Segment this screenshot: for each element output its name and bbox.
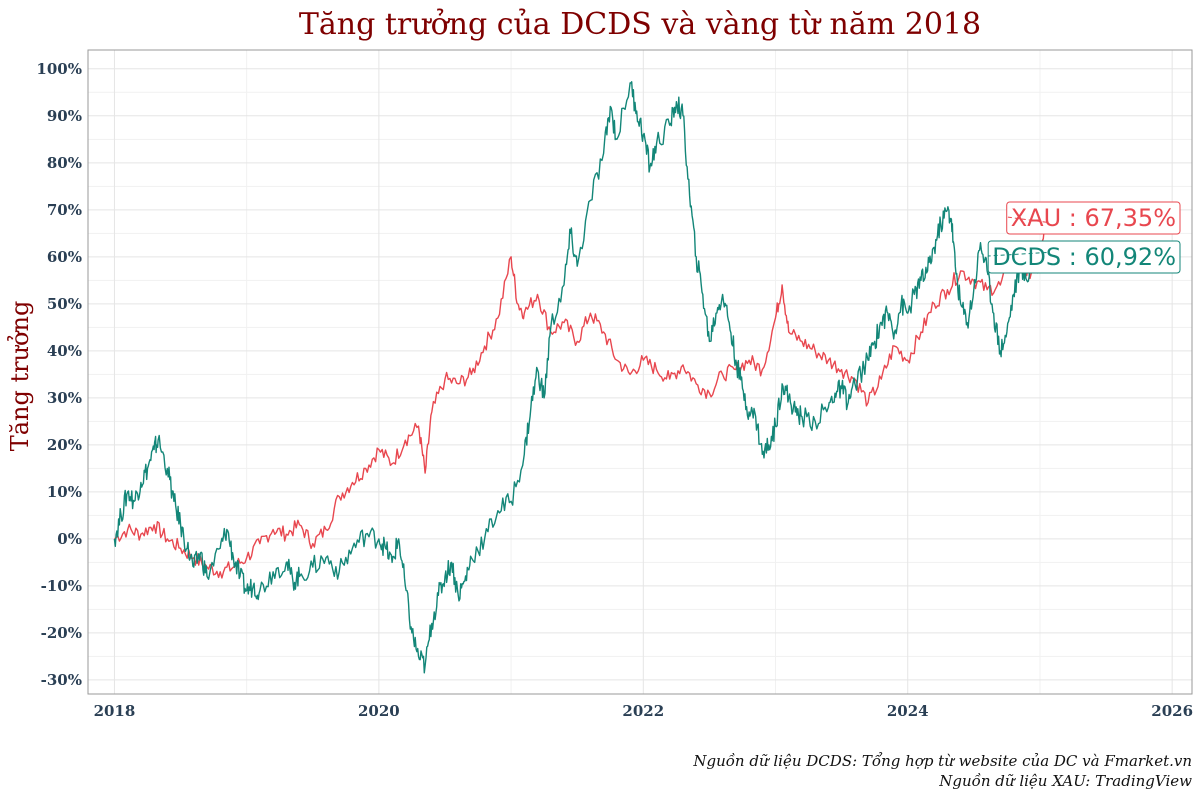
end-label-connector xyxy=(988,252,1047,257)
y-tick-label: 100% xyxy=(36,60,82,78)
y-tick-label: -20% xyxy=(41,624,82,642)
end-label-box xyxy=(1006,201,1181,235)
gridlines xyxy=(88,50,1192,694)
plot-area xyxy=(87,49,1193,695)
y-axis-ticks: -30% -20% -10% 0% 10% 20% 30% 40% 50% 60% 70% 80% 90… xyxy=(36,60,82,689)
y-tick-label: 60% xyxy=(47,248,82,266)
y-tick-label: -30% xyxy=(41,671,82,689)
x-tick-label: 2018 xyxy=(94,702,136,720)
series-layer xyxy=(113,81,1048,674)
y-tick-label: 70% xyxy=(47,201,82,219)
y-tick-label: 40% xyxy=(47,342,82,360)
x-tick-label: 2022 xyxy=(622,702,664,720)
y-tick-label: 10% xyxy=(47,483,82,501)
end-labels: XAU : 67,35% DCDS : 60,92% xyxy=(987,201,1181,274)
x-axis-ticks: 2018 2020 2022 2024 2026 xyxy=(94,702,1193,720)
end-label-dcds: DCDS : 60,92% xyxy=(992,243,1176,271)
y-tick-label: 50% xyxy=(47,295,82,313)
series-line-dcds xyxy=(113,81,1048,674)
x-tick-label: 2026 xyxy=(1151,702,1193,720)
series-line-xau xyxy=(114,222,1048,579)
y-tick-label: 0% xyxy=(57,530,82,548)
y-axis-label: Tăng trưởng xyxy=(6,301,34,452)
y-tick-label: 30% xyxy=(47,389,82,407)
end-label-xau: XAU : 67,35% xyxy=(1011,204,1176,232)
x-tick-label: 2020 xyxy=(358,702,400,720)
y-tick-label: 80% xyxy=(47,154,82,172)
y-tick-label: 20% xyxy=(47,436,82,454)
source-note-dcds: Nguồn dữ liệu DCDS: Tổng hợp từ website … xyxy=(692,752,1192,770)
source-note-xau: Nguồn dữ liệu XAU: TradingView xyxy=(938,772,1192,790)
y-tick-label: 90% xyxy=(47,107,82,125)
y-tick-label: -10% xyxy=(41,577,82,595)
x-tick-label: 2024 xyxy=(887,702,929,720)
end-label-box xyxy=(987,240,1181,274)
chart-title: Tăng trưởng của DCDS và vàng từ năm 2018 xyxy=(299,7,981,42)
